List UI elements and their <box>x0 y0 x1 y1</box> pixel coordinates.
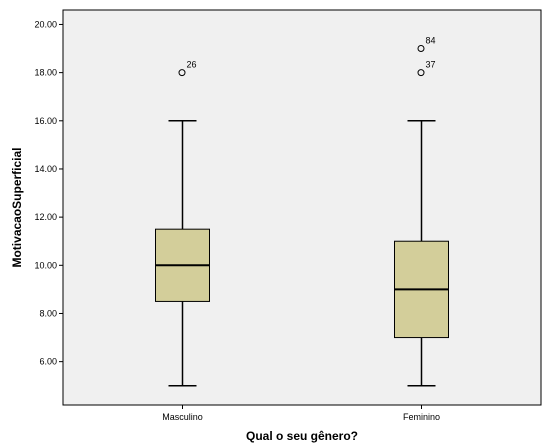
box-group-feminino: 84 37 <box>394 36 449 387</box>
x-tick-label: Masculino <box>162 412 203 422</box>
outlier-label: 26 <box>187 60 197 70</box>
y-tick-label: 10.00 <box>34 260 57 270</box>
y-tick-label: 18.00 <box>34 68 57 78</box>
x-tick-label: Feminino <box>403 412 440 422</box>
x-axis-title: Qual o seu gênero? <box>246 429 358 443</box>
plot-area <box>62 9 542 406</box>
y-axis-title: MotivacaoSuperficial <box>10 147 24 267</box>
x-axis: Masculino Feminino <box>162 405 440 422</box>
outlier-label: 84 <box>426 36 436 46</box>
boxes: 26 84 37 <box>155 36 449 387</box>
y-axis: 6.00 8.00 10.00 12.00 14.00 16.00 18.00 20.00 <box>34 19 63 367</box>
y-tick-label: 16.00 <box>34 116 57 126</box>
y-tick-label: 20.00 <box>34 19 57 29</box>
y-tick-label: 14.00 <box>34 164 57 174</box>
y-tick-label: 6.00 <box>39 357 57 367</box>
outlier-point <box>417 69 425 77</box>
y-tick-label: 12.00 <box>34 212 57 222</box>
y-tick-label: 8.00 <box>39 308 57 318</box>
outlier-label: 37 <box>426 60 436 70</box>
outlier-point <box>417 45 425 53</box>
outlier-point <box>178 69 186 77</box>
box-group-masculino: 26 <box>155 60 210 387</box>
